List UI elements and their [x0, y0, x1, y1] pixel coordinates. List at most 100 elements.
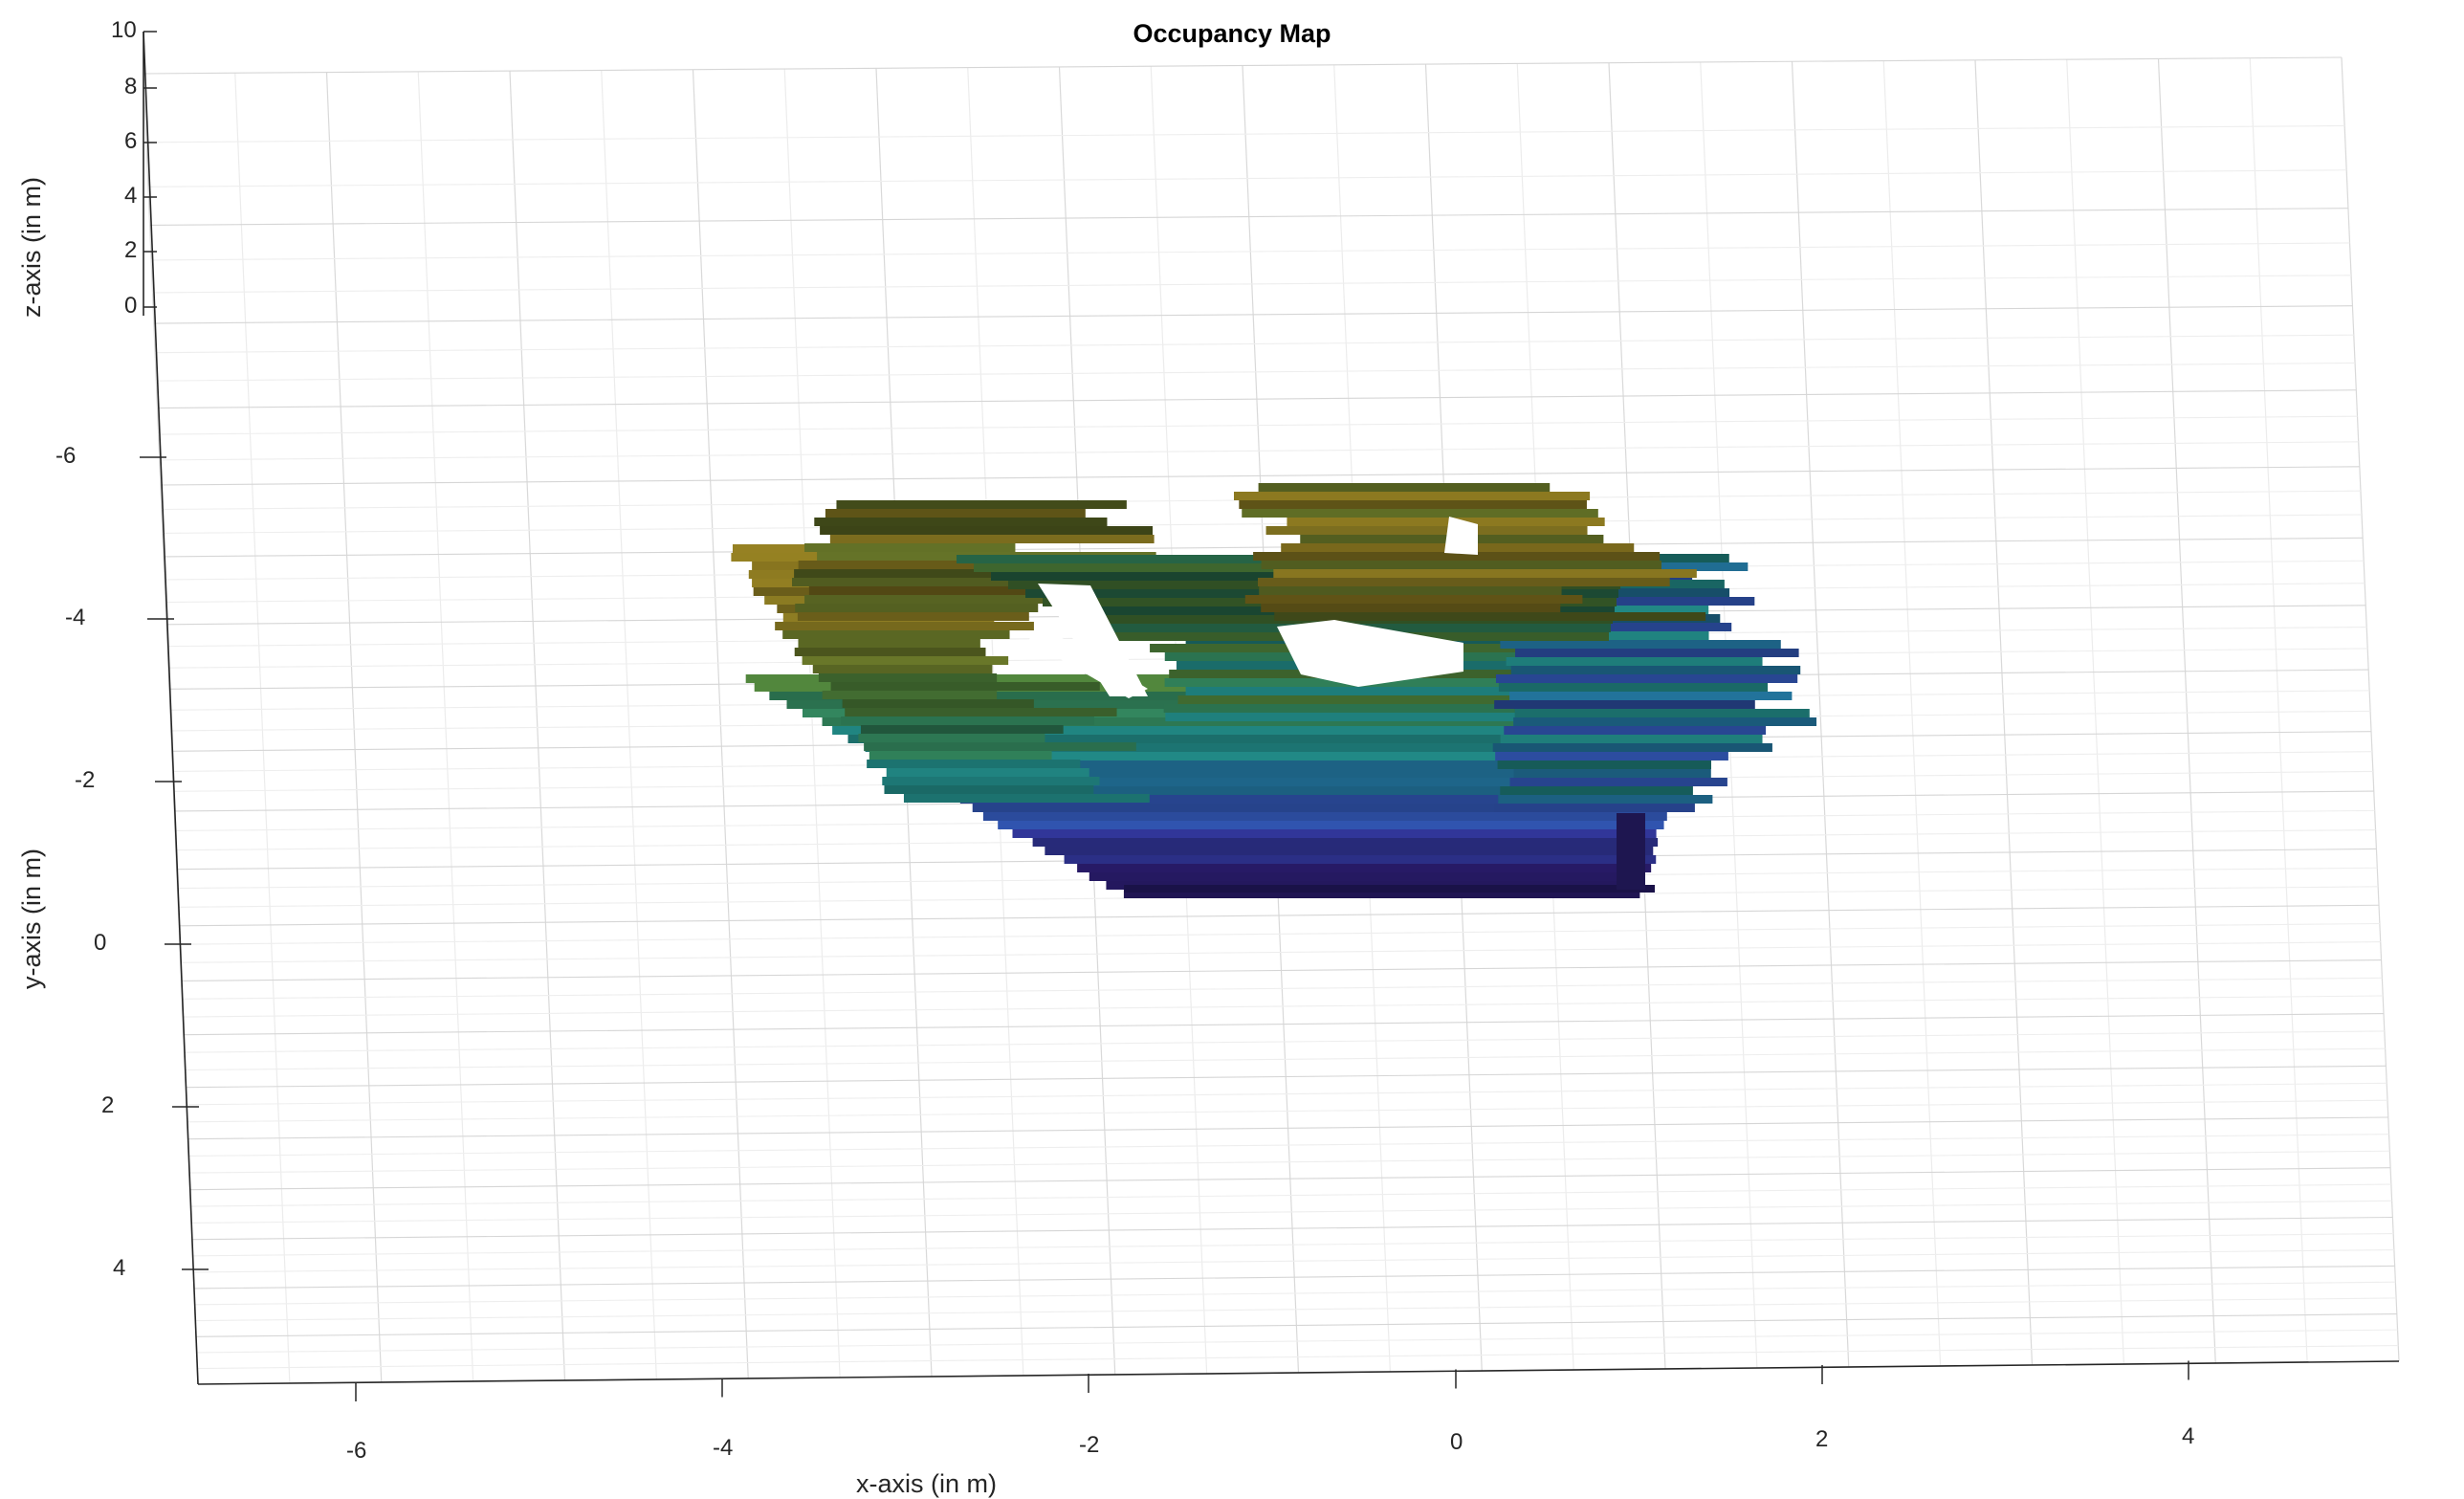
voxel-row: [1261, 604, 1561, 612]
y-axis-line: [143, 31, 199, 1385]
grid-line: [190, 1183, 2391, 1207]
voxel-row: [1089, 872, 1643, 881]
grid-line: [1791, 61, 1850, 1368]
voxel-row: [836, 500, 1127, 509]
voxel-row: [1032, 838, 1659, 847]
voxel-row: [1492, 743, 1772, 752]
grid-line: [145, 124, 2345, 143]
voxel-gap: [1028, 624, 1148, 698]
voxel-row: [1495, 674, 1798, 683]
grid-line: [186, 1065, 2387, 1089]
voxel-row: [818, 673, 998, 682]
grid-line: [189, 1167, 2391, 1191]
voxel-row: [1077, 864, 1652, 872]
grid-line: [184, 1030, 2385, 1053]
grid-line: [601, 70, 657, 1380]
voxel-row: [882, 777, 1100, 785]
voxel-row: [798, 561, 1050, 569]
voxel-row: [864, 742, 1136, 751]
voxel-row: [1498, 795, 1713, 804]
voxel-row: [982, 812, 1667, 821]
voxel-row: [897, 761, 1684, 769]
voxel-row: [1514, 709, 1810, 717]
grid-line: [692, 69, 749, 1379]
voxel-row: [1257, 578, 1670, 586]
z-tick-label: 8: [124, 74, 138, 99]
voxel-row: [1509, 597, 1755, 606]
x-tick-label: 4: [2182, 1423, 2195, 1449]
z-tick-label: 10: [111, 17, 137, 43]
voxel-row: [880, 752, 1687, 761]
voxel-row: [1253, 552, 1661, 561]
z-tick-label: 0: [124, 293, 138, 319]
voxel-row: [858, 734, 1045, 742]
grid-line: [187, 1099, 2387, 1123]
occupancy-voxels: [731, 483, 1817, 898]
grid-line: [188, 1150, 2390, 1174]
voxel-row: [812, 665, 993, 673]
grid-line: [153, 305, 2353, 324]
grid-line: [783, 69, 841, 1378]
voxel-row: [798, 639, 980, 648]
grid-line: [195, 1313, 2397, 1337]
voxel-row: [1500, 786, 1693, 795]
voxel-row: [1494, 804, 1695, 812]
grid-line: [1974, 59, 2034, 1366]
grid-line: [185, 1047, 2386, 1071]
voxel-row: [1064, 855, 1657, 864]
voxel-row: [1244, 595, 1583, 604]
voxel-row: [1494, 700, 1755, 709]
grid-line: [186, 1082, 2387, 1106]
grid-line: [180, 941, 2381, 963]
voxel-gap: [1444, 517, 1478, 555]
x-tick-label: -6: [346, 1438, 367, 1464]
grid-line: [509, 71, 566, 1381]
grid-line: [417, 71, 474, 1382]
voxel-row: [1506, 657, 1763, 666]
grid-line: [195, 1297, 2397, 1322]
grid-line: [190, 1200, 2392, 1224]
voxel-row: [972, 804, 1672, 812]
grid-line: [234, 73, 291, 1384]
voxel-row: [1513, 769, 1711, 778]
voxel-row: [822, 691, 998, 699]
grid-line: [181, 959, 2382, 981]
voxel-row: [841, 716, 1094, 725]
voxel-row: [830, 682, 1100, 691]
grid-line: [158, 415, 2358, 435]
voxel-row: [1509, 623, 1732, 631]
voxel-row: [1177, 695, 1649, 704]
grid-line: [149, 208, 2348, 227]
grid-line: [2341, 56, 2400, 1362]
voxel-row: [1495, 752, 1728, 761]
z-tick-label: 4: [124, 183, 138, 209]
voxel-row: [832, 726, 1694, 735]
voxel-row: [1512, 588, 1730, 597]
grid-line: [2066, 59, 2124, 1365]
voxel-row: [847, 735, 1697, 743]
grid-line: [193, 1248, 2394, 1273]
voxel-row: [775, 622, 1034, 630]
voxel-row: [1234, 492, 1591, 500]
voxel-row: [820, 526, 1154, 535]
y-axis-label: y-axis (in m): [17, 849, 46, 989]
grid-line: [183, 1012, 2385, 1036]
voxel-row: [825, 509, 1086, 518]
grid-line: [143, 56, 2343, 75]
z-tick-label: 2: [124, 237, 138, 263]
grid-line: [157, 389, 2357, 409]
x-axis-line: [197, 1360, 2400, 1385]
x-tick-label: 0: [1450, 1429, 1463, 1455]
grid-line: [193, 1265, 2395, 1290]
grid-line: [196, 1329, 2398, 1354]
voxel-row: [1509, 778, 1727, 786]
voxel-row: [814, 518, 1108, 526]
x-axis-label: x-axis (in m): [856, 1469, 997, 1498]
voxel-row: [940, 786, 1677, 795]
voxel-row: [1045, 847, 1654, 855]
z-axis-label: z-axis (in m): [17, 177, 46, 318]
grid-line: [147, 169, 2347, 187]
voxel-row: [808, 586, 1086, 595]
grid-line: [197, 1345, 2399, 1370]
